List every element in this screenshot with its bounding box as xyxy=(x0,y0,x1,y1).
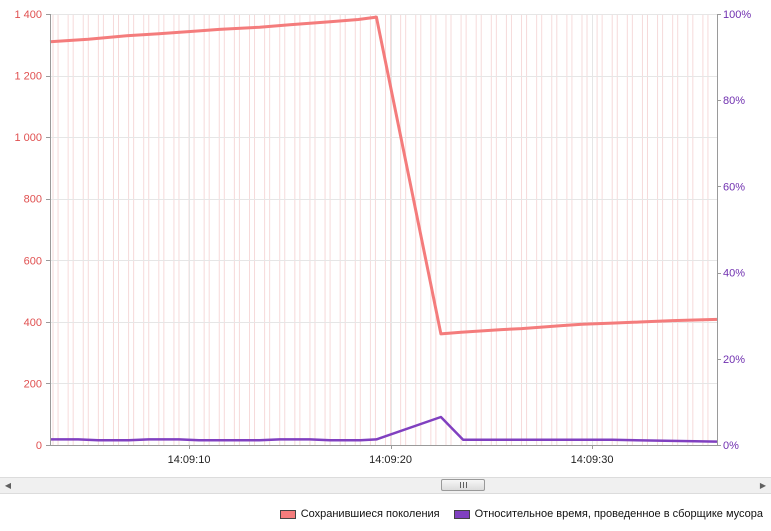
grip-line xyxy=(465,482,467,488)
horizontal-scrollbar[interactable]: ◀ ▶ xyxy=(0,477,771,494)
legend-label-gc-time: Относительное время, проведенное в сборщ… xyxy=(474,508,763,520)
x-axis-tick-label: 14:09:30 xyxy=(571,454,614,466)
plot-background xyxy=(50,14,717,445)
left-axis-tick-label: 1 000 xyxy=(14,132,42,144)
legend-item-surviving-generations: Сохранившиеся поколения xyxy=(279,508,440,520)
scroll-right-arrow-icon[interactable]: ▶ xyxy=(759,481,767,490)
left-axis-tick-label: 400 xyxy=(24,317,42,329)
legend-label-surviving-generations: Сохранившиеся поколения xyxy=(300,508,440,520)
chart-legend: Сохранившиеся поколения Относительное вр… xyxy=(0,502,763,526)
scroll-thumb[interactable] xyxy=(441,479,485,491)
right-axis-tick-label: 0% xyxy=(723,440,739,452)
right-axis-tick-label: 100% xyxy=(723,9,751,21)
left-axis-tick-label: 0 xyxy=(36,440,42,452)
x-axis-tick-label: 14:09:10 xyxy=(168,454,211,466)
left-axis-tick-label: 600 xyxy=(24,255,42,267)
minor-gridlines xyxy=(52,14,709,445)
grip-line xyxy=(459,482,461,488)
left-axis-tick-label: 800 xyxy=(24,194,42,206)
chart-area: 0 200 400 600 800 1 000 1 200 1 400 0% 20% 40% 60% 8… xyxy=(14,9,751,466)
grip-line xyxy=(462,482,464,488)
series-line-gc-time xyxy=(50,415,718,443)
series-line-surviving-generations xyxy=(49,15,718,336)
right-axis-tick-label: 40% xyxy=(723,268,745,280)
right-axis-tick-label: 60% xyxy=(723,181,745,193)
left-axis-tick-label: 200 xyxy=(24,378,42,390)
x-axis-tick-label: 14:09:20 xyxy=(369,454,412,466)
left-axis-tick-label: 1 400 xyxy=(14,9,42,21)
right-axis-tick-label: 20% xyxy=(723,354,745,366)
legend-item-gc-time: Относительное время, проведенное в сборщ… xyxy=(453,508,763,520)
right-axis-tick-label: 80% xyxy=(723,95,745,107)
series-layer xyxy=(49,15,718,443)
legend-swatch-gc-time xyxy=(453,509,470,519)
axes-layer xyxy=(46,14,721,449)
tick-labels: 0 200 400 600 800 1 000 1 200 1 400 0% 20% 40% 60% 8… xyxy=(14,9,751,466)
legend-swatch-surviving-generations xyxy=(279,509,296,519)
left-axis-tick-label: 1 200 xyxy=(14,71,42,83)
scroll-left-arrow-icon[interactable]: ◀ xyxy=(4,481,12,490)
